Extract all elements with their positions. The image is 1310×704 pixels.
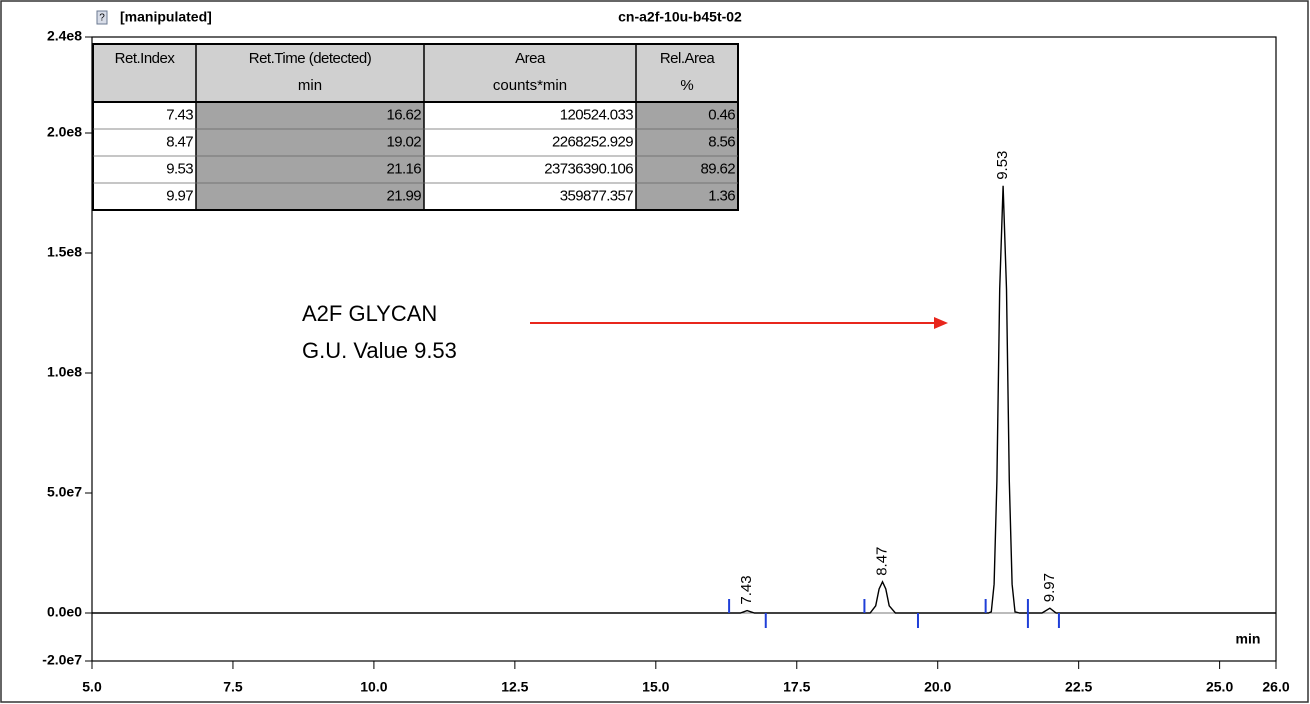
subtitle: [manipulated] (120, 9, 212, 25)
x-tick-label: 10.0 (360, 679, 387, 695)
table-cell: 120524.033 (560, 106, 634, 123)
table-cell: 9.53 (166, 160, 193, 177)
result-table: Ret.Index Ret.Time (detected) min Area count… (92, 43, 739, 211)
table-cell: 8.56 (708, 133, 735, 150)
x-tick-label: 5.0 (82, 679, 102, 695)
table-cell: 359877.357 (560, 187, 634, 204)
table-header-unit: min (298, 77, 322, 94)
y-tick-label: 2.4e8 (47, 28, 82, 44)
y-tick-label: -2.0e7 (42, 652, 82, 668)
annotation-arrowhead (934, 317, 948, 329)
x-tick-label: 25.0 (1206, 679, 1233, 695)
table-cell: 8.47 (166, 133, 193, 150)
icon (96, 10, 108, 25)
peak-label: 9.53 (994, 151, 1011, 180)
x-tick-label: 17.5 (783, 679, 810, 695)
table-cell: 89.62 (700, 160, 735, 177)
plot-frame (91, 36, 1277, 662)
table-cell: 23736390.106 (544, 160, 633, 177)
signal-trace (92, 185, 1276, 614)
table-cell: 21.16 (386, 160, 421, 177)
table-header-unit: % (680, 77, 693, 94)
x-axis-label: min (1236, 631, 1261, 647)
table-header-unit: counts*min (493, 77, 567, 94)
table-cell: 16.62 (386, 106, 421, 123)
table-border (92, 43, 739, 211)
y-tick-label: 2.0e8 (47, 124, 82, 140)
table-cell: 2268252.929 (552, 133, 633, 150)
y-tick-label: 1.5e8 (47, 244, 82, 260)
x-tick-label: 20.0 (924, 679, 951, 695)
annotation-text: A2F GLYCAN (302, 301, 437, 326)
y-tick-label: 5.0e7 (47, 484, 82, 500)
icon-glyph: ? (99, 13, 105, 24)
table-cell: 0.46 (708, 106, 735, 123)
x-tick-label: 12.5 (501, 679, 528, 695)
table-cell: 1.36 (708, 187, 735, 204)
table-cell: 21.99 (386, 187, 421, 204)
x-tick-label: 7.5 (223, 679, 243, 695)
x-tick-label: 22.5 (1065, 679, 1092, 695)
y-tick-label: 1.0e8 (47, 364, 82, 380)
table-header: Area (515, 50, 546, 67)
x-tick-label: 15.0 (642, 679, 669, 695)
table-cell: 7.43 (166, 106, 193, 123)
table-header: Rel.Area (660, 50, 716, 67)
table-header: Ret.Index (115, 50, 176, 67)
peak-label: 8.47 (873, 547, 890, 576)
table-cell: 9.97 (166, 187, 193, 204)
table-cell: 19.02 (386, 133, 421, 150)
table-header-bg (93, 44, 738, 102)
table-header: Ret.Time (detected) (249, 50, 372, 67)
annotation-text: G.U. Value 9.53 (302, 338, 457, 363)
peak-label: 7.43 (738, 575, 755, 604)
peak-label: 9.97 (1041, 573, 1058, 602)
y-tick-label: 0.0e0 (47, 604, 82, 620)
x-tick-label: 26.0 (1262, 679, 1289, 695)
chart-title: cn-a2f-10u-b45t-02 (618, 9, 742, 25)
